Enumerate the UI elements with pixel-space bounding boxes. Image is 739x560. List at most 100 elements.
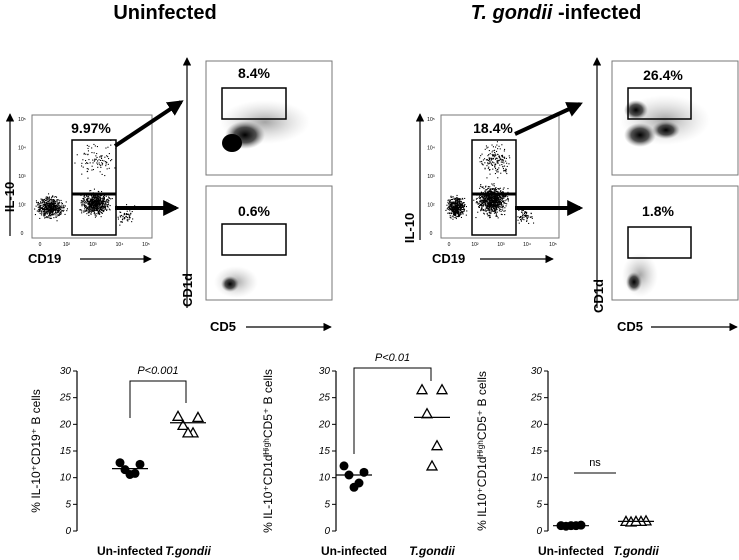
flow-tick-label: 10² bbox=[18, 203, 26, 209]
significance-bracket bbox=[353, 367, 432, 454]
category-label: T.gondii bbox=[613, 544, 659, 558]
gate-box bbox=[71, 139, 117, 236]
y-tick-label: 20 bbox=[59, 419, 72, 430]
y-tick-label: 10 bbox=[531, 473, 543, 484]
flow-tick-label: 10⁴ bbox=[427, 146, 435, 152]
cd5-axis-label: CD5 bbox=[210, 319, 236, 334]
category-label: Un-infected bbox=[321, 544, 387, 558]
title-infected-species: T. gondii bbox=[471, 2, 553, 24]
stat-plot-3: 0 5 10 15 20 25 30 % IL10⁺CD1dᴴⁱᵍʰCD5⁺ B cells U… bbox=[475, 366, 660, 558]
flow-tick-label: 10⁵ bbox=[427, 117, 435, 123]
cd1d-axis-label: CD1d bbox=[180, 273, 195, 307]
data-point-tgondii bbox=[425, 459, 439, 471]
density-core bbox=[624, 100, 648, 120]
category-label: Un-infected bbox=[97, 544, 163, 558]
data-point-tgondii bbox=[171, 409, 185, 421]
category-label: T.gondii bbox=[165, 544, 211, 558]
data-point-uninfected bbox=[125, 469, 135, 479]
title-infected-suffix: -infected bbox=[552, 2, 641, 24]
flow-panel-infected-main: 18.4% 10⁵ 10⁴ 10³ 10² 0 0 10² 10³ 10⁴ 10⁵ IL-10 C… bbox=[402, 113, 560, 266]
stat-plots: 0 5 10 15 20 25 30 % IL-10⁺CD19⁺ B cells Un-infe… bbox=[29, 352, 660, 558]
flow-tick-label: 10³ bbox=[18, 174, 26, 180]
significance-bracket bbox=[129, 380, 187, 418]
flow-subpanel-uninfected-upper: 8.4% bbox=[205, 60, 333, 176]
il10-axis-label: IL-10 bbox=[2, 182, 17, 212]
data-point-uninfected bbox=[135, 459, 145, 469]
data-point-tgondii bbox=[181, 426, 195, 438]
y-tick-label: 0 bbox=[536, 526, 542, 537]
y-tick-label: 25 bbox=[318, 393, 331, 404]
flow-tick-label: 0 bbox=[430, 231, 433, 237]
density-core bbox=[652, 121, 680, 139]
gate-arrow-up bbox=[113, 100, 184, 148]
gate-arrow-up bbox=[514, 102, 583, 136]
data-point-tgondii bbox=[191, 411, 205, 423]
gate-box bbox=[471, 139, 517, 236]
y-tick-label: 5 bbox=[324, 499, 330, 510]
y-axis-label: % IL-10⁺CD19⁺ B cells bbox=[29, 389, 43, 512]
flow-tick-label: 10⁵ bbox=[18, 117, 26, 123]
y-tick-label: 25 bbox=[530, 393, 543, 404]
significance-label: P<0.01 bbox=[375, 352, 410, 364]
y-tick-label: 5 bbox=[536, 499, 542, 510]
flow-tick-label: 0 bbox=[448, 242, 451, 248]
gate-percent-lower: 1.8% bbox=[642, 203, 674, 219]
gate-box bbox=[221, 223, 287, 256]
flow-dots bbox=[445, 141, 535, 224]
flow-tick-label: 10² bbox=[471, 242, 479, 248]
y-axis-label: % IL-10⁺CD1dᴴⁱᵍʰCD5⁺ B cells bbox=[261, 369, 275, 533]
y-axis-label: % IL10⁺CD1dᴴⁱᵍʰCD5⁺ B cells bbox=[475, 371, 489, 531]
cd19-axis-label: CD19 bbox=[28, 251, 61, 266]
data-point-uninfected bbox=[115, 458, 125, 468]
stat-plot-1: 0 5 10 15 20 25 30 % IL-10⁺CD19⁺ B cells Un-infe… bbox=[29, 365, 212, 558]
flow-subpanel-uninfected-lower: 0.6% bbox=[205, 185, 333, 301]
y-tick-label: 25 bbox=[59, 393, 72, 404]
stat-plot-2: 0 5 10 15 20 25 30 % IL-10⁺CD1dᴴⁱᵍʰCD5⁺ B cells… bbox=[261, 352, 456, 558]
gate-percent: 18.4% bbox=[473, 120, 513, 136]
category-label: T.gondii bbox=[409, 544, 455, 558]
cd19-axis-label: CD19 bbox=[432, 251, 465, 266]
cd1d-axis-label: CD1d bbox=[591, 279, 606, 313]
y-tick-label: 20 bbox=[530, 419, 543, 430]
y-tick-label: 10 bbox=[319, 473, 331, 484]
gate-box bbox=[627, 226, 692, 259]
density-core bbox=[221, 276, 239, 292]
y-tick-label: 15 bbox=[319, 446, 331, 457]
flow-tick-label: 10⁴ bbox=[116, 242, 124, 248]
flow-tick-label: 10⁵ bbox=[142, 242, 150, 248]
y-tick-label: 5 bbox=[65, 499, 71, 510]
data-point-tgondii bbox=[430, 439, 444, 451]
flow-tick-label: 10² bbox=[63, 242, 71, 248]
gate-percent-upper: 26.4% bbox=[643, 67, 683, 83]
significance-label: ns bbox=[589, 457, 601, 469]
data-point-uninfected bbox=[349, 482, 359, 492]
y-tick-label: 0 bbox=[324, 526, 330, 537]
flow-frame bbox=[440, 114, 560, 239]
gate-box bbox=[221, 87, 287, 120]
flow-tick-label: 10³ bbox=[427, 174, 435, 180]
flow-tick-label: 10³ bbox=[89, 242, 97, 248]
il10-axis-label: IL-10 bbox=[402, 213, 417, 243]
data-point-uninfected bbox=[339, 461, 349, 471]
data-point-tgondii bbox=[415, 383, 429, 395]
flow-tick-label: 0 bbox=[21, 231, 24, 237]
y-tick-label: 0 bbox=[65, 526, 71, 537]
y-tick-label: 30 bbox=[60, 366, 72, 377]
density-core bbox=[624, 123, 656, 147]
y-tick-label: 30 bbox=[319, 366, 331, 377]
data-point-tgondii bbox=[435, 383, 449, 395]
data-point-tgondii bbox=[176, 419, 190, 431]
density-haze bbox=[622, 253, 658, 297]
title-infected: T. gondii -infected bbox=[471, 2, 642, 24]
flow-tick-label: 10⁴ bbox=[18, 146, 26, 152]
flow-subpanel-infected-upper: 26.4% bbox=[611, 60, 739, 176]
flow-tick-label: 10⁴ bbox=[523, 242, 531, 248]
y-tick-label: 15 bbox=[60, 446, 72, 457]
flow-tick-label: 10² bbox=[427, 203, 435, 209]
category-label: Un-infected bbox=[538, 544, 604, 558]
flow-subpanel-infected-lower: 1.8% bbox=[611, 185, 739, 301]
gate-percent-lower: 0.6% bbox=[238, 203, 270, 219]
y-tick-label: 10 bbox=[60, 473, 72, 484]
density-core bbox=[626, 272, 642, 292]
